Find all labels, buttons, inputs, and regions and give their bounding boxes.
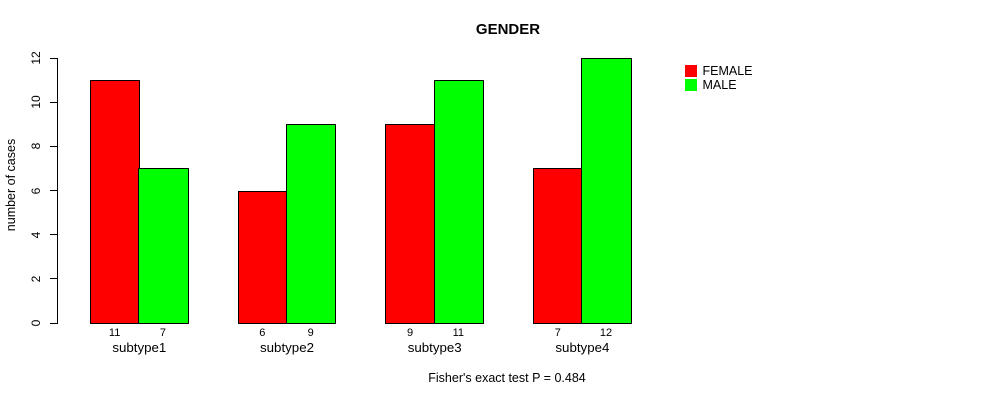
y-axis-line: [57, 58, 58, 324]
bar-value-label: 9: [406, 327, 414, 339]
y-tick: [50, 322, 57, 324]
y-tick-label: 10: [29, 95, 43, 109]
legend-label-male: MALE: [702, 78, 737, 92]
legend: FEMALE MALE: [685, 64, 753, 93]
y-tick-label: 0: [29, 319, 43, 327]
bar-female-subtype4: [533, 168, 584, 324]
bar-male-subtype2: [286, 124, 337, 324]
legend-item-female: FEMALE: [685, 64, 753, 78]
y-tick-label: 6: [29, 187, 43, 194]
category-label-subtype1: subtype1: [112, 340, 167, 355]
y-tick: [50, 190, 57, 191]
category-label-subtype3: subtype3: [407, 340, 462, 355]
y-tick: [50, 101, 57, 103]
category-label-subtype2: subtype2: [260, 340, 314, 355]
legend-label-female: FEMALE: [702, 64, 753, 78]
bar-male-subtype3: [433, 80, 484, 324]
y-tick: [50, 278, 57, 280]
bar-value-label: 9: [307, 327, 314, 339]
legend-swatch-female: [685, 65, 697, 77]
bar-value-label: 11: [452, 327, 465, 339]
bar-value-label: 6: [259, 327, 266, 339]
bar-value-label: 12: [599, 327, 613, 339]
bar-female-subtype1: [90, 80, 141, 324]
legend-swatch-male: [685, 79, 697, 91]
y-tick-label: 8: [29, 142, 43, 150]
bar-value-label: 7: [159, 327, 166, 339]
y-tick-label: 4: [29, 231, 43, 238]
y-tick: [50, 57, 57, 59]
y-tick-label: 2: [29, 275, 43, 283]
category-label-subtype4: subtype4: [555, 340, 610, 355]
chart-title: GENDER: [475, 21, 541, 38]
legend-item-male: MALE: [685, 78, 753, 92]
bar-value-label: 7: [554, 327, 561, 339]
y-tick: [50, 234, 57, 236]
bar-female-subtype2: [237, 190, 288, 324]
y-tick-label: 12: [29, 51, 43, 65]
bar-female-subtype3: [385, 124, 436, 324]
y-axis-label: number of cases: [4, 138, 18, 232]
bar-male-subtype4: [581, 58, 632, 324]
y-tick: [50, 145, 57, 147]
bar-value-label: 11: [108, 327, 121, 339]
stat-test-caption: Fisher's exact test P = 0.484: [428, 371, 586, 385]
bar-male-subtype1: [138, 168, 189, 324]
